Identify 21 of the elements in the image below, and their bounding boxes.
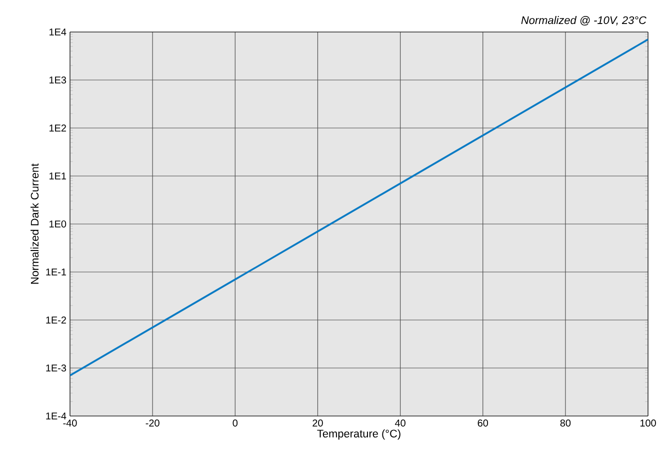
y-tick-label: 1E0	[50, 220, 66, 228]
text: Normalized @ -10V, 23°C	[521, 16, 647, 26]
x-axis-title: Temperature (°C)	[317, 429, 400, 440]
x-tick-label: 60	[478, 420, 488, 427]
y-tick-label: 1E-4	[46, 412, 66, 420]
x-tick-label: 80	[560, 420, 571, 427]
x-tick-label: -20	[146, 420, 160, 427]
line-series	[70, 38, 648, 376]
x-tick-label: 20	[312, 420, 323, 427]
y-tick-label: 1E1	[50, 172, 66, 180]
y-tick-label: 1E4	[50, 28, 66, 36]
x-tick-label: 0	[232, 420, 238, 427]
y-tick-label: 1E-2	[46, 316, 66, 324]
y-tick-label: 1E-1	[46, 268, 66, 276]
y-tick-label: 1E3	[50, 76, 66, 84]
y-axis-title: Normalized Dark Current	[30, 164, 39, 284]
x-tick-label: -40	[63, 420, 77, 427]
y-tick-label: 1E2	[50, 124, 66, 132]
x-tick-label: 100	[640, 420, 656, 427]
y-tick-label: 1E-3	[46, 364, 66, 372]
x-tick-label: 40	[394, 420, 406, 427]
